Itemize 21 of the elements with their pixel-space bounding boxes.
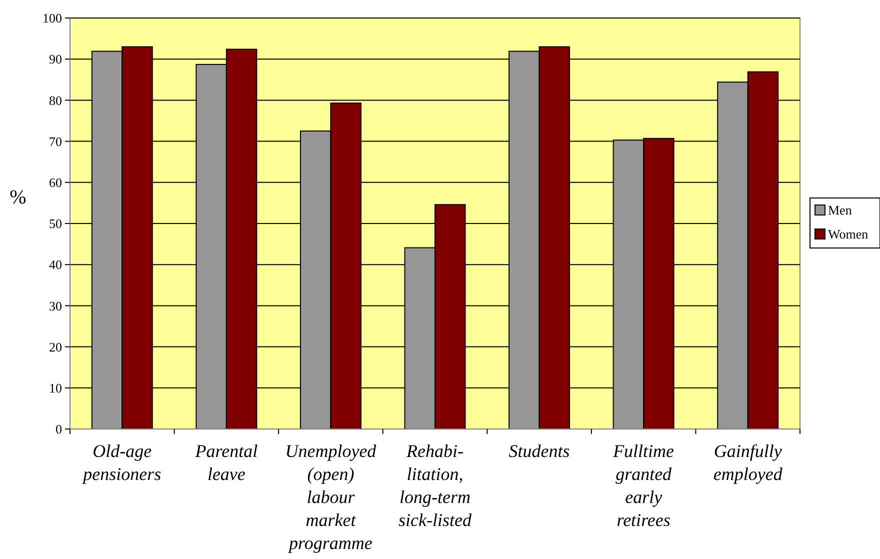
y-tick-label: 90 xyxy=(49,52,62,67)
x-tick-label: Gainfully employed xyxy=(713,441,784,484)
y-axis-title: % xyxy=(10,186,26,208)
y-tick-label: 10 xyxy=(49,380,62,396)
y-tick-label: 40 xyxy=(49,257,62,272)
y-tick-label: 100 xyxy=(42,10,62,26)
legend-label: Women xyxy=(828,226,869,242)
x-tick-label: Fulltime granted early retirees xyxy=(612,441,674,530)
legend-label: Men xyxy=(828,202,852,218)
x-tick-label: Students xyxy=(508,441,570,461)
y-tick-label: 50 xyxy=(49,216,62,232)
x-tick-label: Rehabi- litation, long-term sick-listed xyxy=(398,441,472,530)
y-tick-label: 0 xyxy=(56,422,62,437)
y-tick-label: 30 xyxy=(49,298,62,314)
x-tick-label: Old-age pensioners xyxy=(81,441,162,484)
y-tick-label: 70 xyxy=(49,134,62,149)
y-tick-label: 60 xyxy=(49,174,62,190)
y-tick-label: 20 xyxy=(49,339,62,354)
y-tick-label: 80 xyxy=(49,92,62,108)
x-tick-label: Parental leave xyxy=(194,441,258,484)
x-tick-label: Unemployed (open) labour market programme xyxy=(285,441,378,553)
